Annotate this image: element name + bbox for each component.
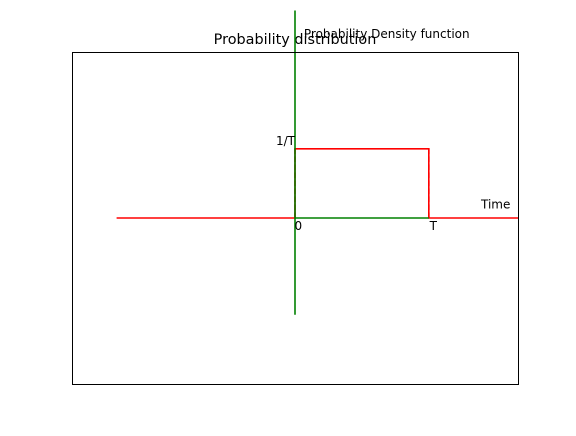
- series-line-0: [116, 148, 518, 219]
- annotation-time: Time: [480, 197, 510, 211]
- annotation-layer: Probability Density function 1/T 0 T Time: [276, 27, 510, 233]
- annotation-pdf: Probability Density function: [304, 27, 470, 41]
- annotation-origin: 0: [294, 219, 302, 233]
- axes-frame: [72, 52, 519, 385]
- annotation-height: 1/T: [276, 134, 296, 148]
- series-layer: [116, 10, 518, 315]
- annotation-t: T: [429, 219, 438, 233]
